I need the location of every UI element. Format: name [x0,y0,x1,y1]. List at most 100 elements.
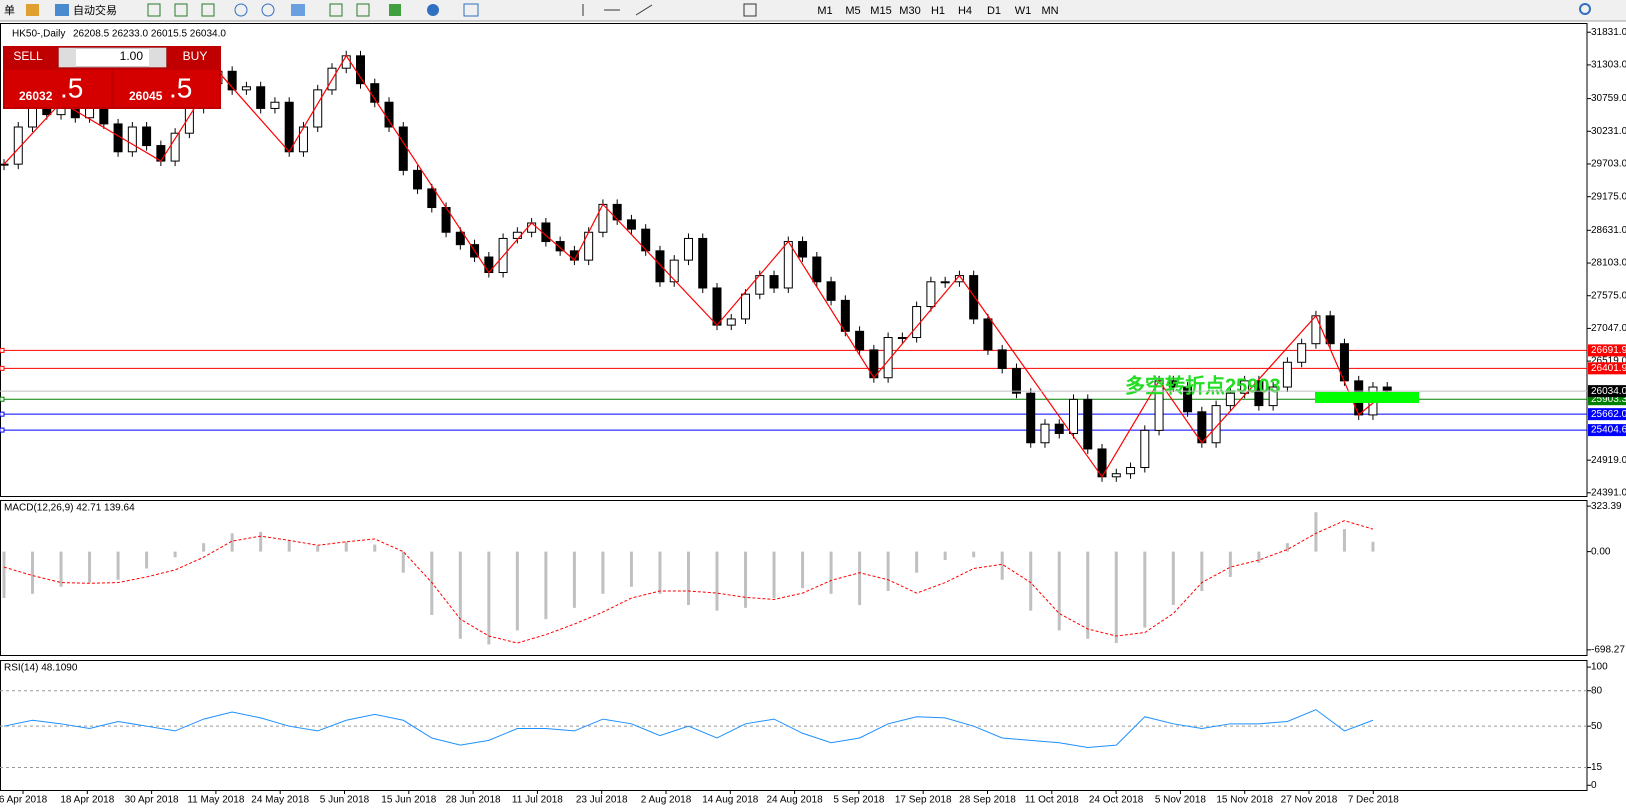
candle [270,101,280,109]
candle [413,169,423,190]
toolbar-item[interactable]: 单 [4,4,15,17]
panel-frame [0,500,1588,656]
sell-pips[interactable]: .5 [60,72,83,103]
y-tick-label: 31831.0 [1591,27,1626,38]
rsi-title: RSI(14) 48.1090 [4,663,78,674]
icon[interactable] [234,3,248,17]
macd-bar [801,551,805,589]
candle [840,299,850,332]
timeframe-button[interactable]: W1 [1015,5,1032,17]
y-tick-label: 24391.0 [1591,487,1626,498]
macd-bar [658,551,662,594]
timeframe-button[interactable]: M5 [845,5,860,17]
candle [427,188,437,208]
icon[interactable] [174,3,188,17]
icon[interactable] [463,3,479,17]
candle [641,228,651,252]
volume[interactable]: 1.00 [120,49,144,63]
timeframe-button[interactable]: H1 [931,5,945,17]
level-marker [0,411,5,417]
icon[interactable] [55,4,69,16]
y-tick-label: 28103.0 [1591,258,1626,269]
candle [1325,315,1335,345]
timeframe-button[interactable]: M15 [870,5,891,17]
macd-bar [1228,551,1232,577]
buy-button[interactable]: BUY [183,49,208,63]
x-tick-label: 11 Jul 2018 [512,795,563,806]
icon[interactable] [147,3,161,17]
sell-price[interactable]: 26032 [19,89,53,103]
candle [241,86,251,91]
icon[interactable] [291,4,305,16]
x-tick-label: 7 Dec 2018 [1348,795,1400,806]
candle [655,250,665,283]
spin-up[interactable] [149,48,166,67]
candle [798,241,808,258]
sell-button[interactable]: SELL [13,49,43,63]
candle [897,337,907,340]
timeframe-button[interactable]: H4 [958,5,972,17]
last-price-tag [1588,385,1626,398]
y-tick-label: 31303.0 [1591,60,1626,71]
candle [1111,473,1121,478]
level-tag [1588,424,1626,437]
y-tick-label: -698.27 [1591,644,1625,655]
level-tag [1588,362,1626,375]
candle [142,126,152,147]
candle [912,306,922,339]
macd-bar [744,551,748,608]
macd-bar [1029,551,1033,611]
macd-bar [943,551,947,561]
macd-bar [373,544,377,552]
search-icon[interactable] [1579,3,1591,15]
macd-bar [1057,551,1061,631]
candle [1026,392,1036,444]
icon[interactable] [201,3,215,17]
icon[interactable] [329,3,343,17]
macd-title: MACD(12,26,9) 42.71 139.64 [4,503,135,514]
level-label: 26401.9 [1591,363,1626,374]
candle [726,318,736,326]
candle [1040,423,1050,444]
macd-bar [1086,551,1090,639]
timeframe-button[interactable]: MN [1041,5,1058,17]
level-label: 25662.0 [1591,409,1626,420]
y-tick-label: 0.00 [1591,546,1611,557]
sell-box[interactable] [5,70,111,107]
spin-down[interactable] [59,48,76,67]
x-tick-label: 15 Jun 2018 [381,795,436,806]
candle [812,256,822,283]
zigzag [3,54,1388,478]
macd-bar [915,551,919,573]
macd-bar [31,551,35,594]
y-tick-label: 27575.0 [1591,290,1626,301]
candle [384,101,394,128]
level-marker [0,427,5,433]
buy-price[interactable]: 26045 [129,89,163,103]
macd-bar [145,551,149,569]
macd-bar [1000,551,1004,580]
level-label: 25404.6 [1591,425,1626,436]
x-tick-label: 5 Nov 2018 [1155,795,1207,806]
toolbar-item[interactable]: 自动交易 [73,3,117,17]
icon[interactable] [743,3,757,17]
timeframe-button[interactable]: M1 [817,5,832,17]
icon[interactable] [356,3,370,17]
macd-bar [858,551,862,606]
macd-bar [344,541,348,552]
timeframe-button[interactable]: D1 [987,5,1001,17]
buy-box[interactable] [114,70,219,107]
icon[interactable] [427,4,439,16]
icon[interactable] [26,4,39,16]
x-tick-label: 28 Sep 2018 [959,795,1016,806]
macd-bar [1171,551,1175,606]
candle [85,107,95,119]
candle [256,86,266,109]
icon[interactable] [261,3,275,17]
icon[interactable] [389,4,401,16]
icon[interactable] [635,4,653,16]
buy-pips[interactable]: .5 [169,72,192,103]
macd-bar [2,551,6,599]
macd-bar [1200,551,1204,592]
timeframe-button[interactable]: M30 [899,5,920,17]
